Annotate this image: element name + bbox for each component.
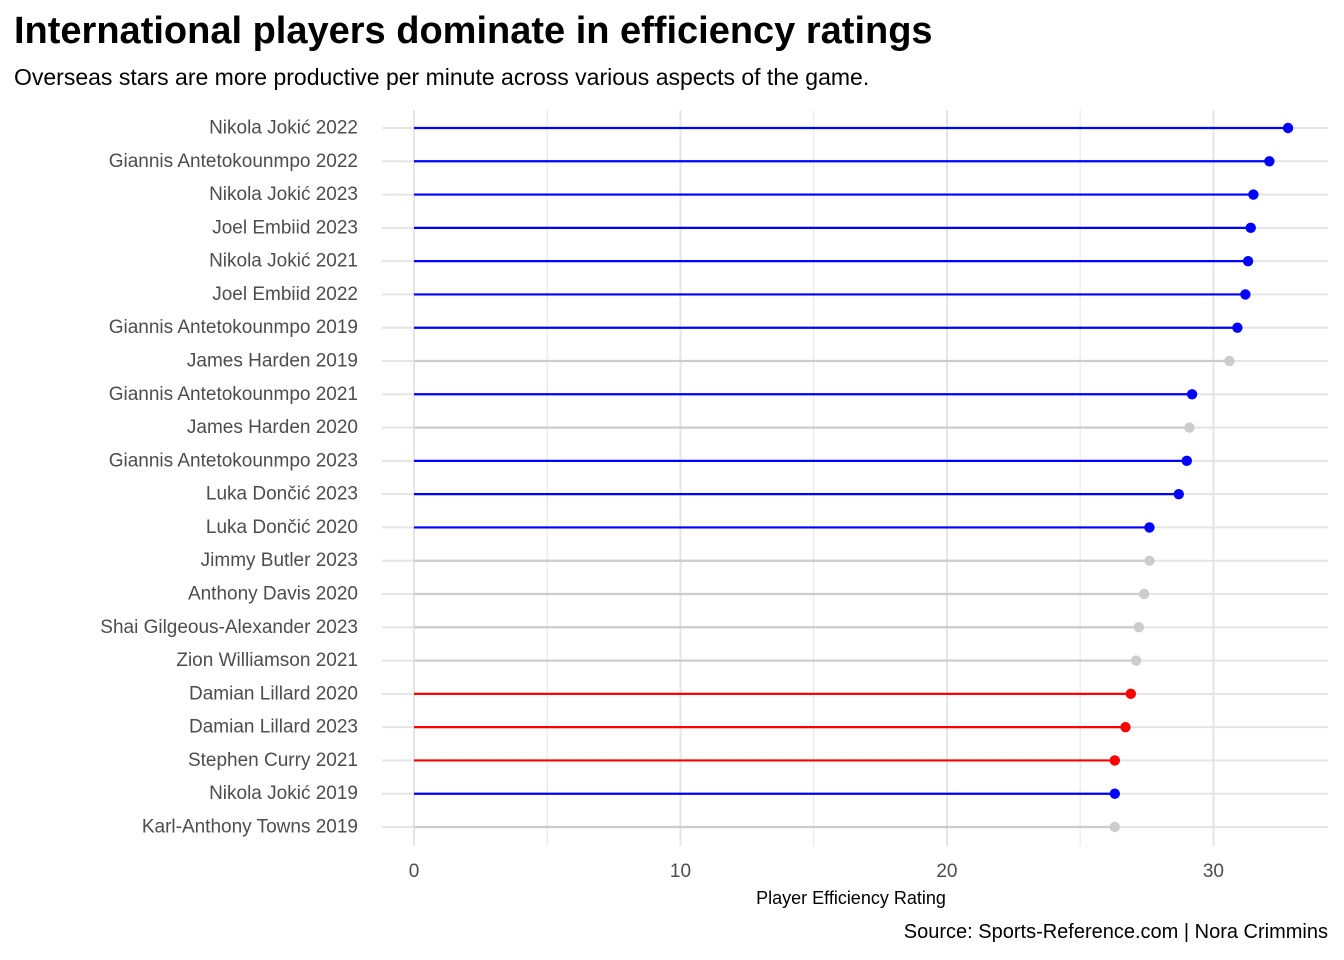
y-axis-label: Luka Dončić 2020 — [206, 517, 358, 538]
y-axis-labels: Nikola Jokić 2022 Giannis Antetokounmpo 2… — [100, 118, 358, 838]
lollipop-point — [1109, 821, 1121, 833]
y-axis-label: Anthony Davis 2020 — [188, 584, 358, 605]
y-axis-label: Giannis Antetokounmpo 2023 — [109, 450, 358, 471]
lollipop-point — [1138, 588, 1150, 600]
chart-subtitle: Overseas stars are more productive per m… — [14, 64, 870, 90]
y-axis-label: Shai Gilgeous-Alexander 2023 — [100, 617, 358, 638]
x-axis-tick-label: 10 — [670, 861, 691, 882]
y-axis-label: James Harden 2019 — [187, 351, 358, 372]
lollipop-point — [1242, 255, 1254, 267]
source-caption: Source: Sports-Reference.com | Nora Crim… — [903, 921, 1328, 943]
y-axis-label: Giannis Antetokounmpo 2022 — [109, 151, 358, 172]
y-axis-label: Jimmy Butler 2023 — [201, 550, 358, 571]
lollipop-point — [1144, 555, 1155, 566]
lollipop-point — [1248, 189, 1259, 200]
lollipop-point — [1130, 655, 1142, 666]
lollipop-point — [1173, 488, 1184, 500]
lollipop-point — [1282, 122, 1294, 134]
lollipop-point — [1224, 355, 1235, 367]
lollipop-point — [1240, 289, 1251, 300]
y-axis-label: Luka Dončić 2023 — [206, 484, 358, 505]
lollipop-point — [1245, 222, 1256, 234]
lollipop-stems — [413, 126, 1289, 829]
lollipop-point — [1109, 755, 1121, 766]
lollipop-point — [1144, 522, 1155, 533]
lollipop-point — [1125, 688, 1137, 700]
y-axis-label: James Harden 2020 — [187, 417, 358, 438]
y-axis-label: Stephen Curry 2021 — [188, 750, 358, 771]
lollipop-dots — [1109, 122, 1294, 833]
lollipop-point — [1186, 389, 1198, 400]
x-axis-tick-label: 30 — [1203, 861, 1224, 882]
y-axis-label: Zion Williamson 2021 — [176, 650, 358, 671]
y-axis-label: Joel Embiid 2023 — [212, 217, 358, 238]
lollipop-point — [1181, 455, 1192, 467]
y-axis-label: Nikola Jokić 2023 — [209, 184, 358, 205]
lollipop-point — [1232, 322, 1243, 333]
lollipop-point — [1133, 622, 1145, 633]
y-axis-label: Karl-Anthony Towns 2019 — [142, 817, 358, 838]
x-axis-tick-label: 0 — [409, 861, 420, 882]
x-axis-tick-labels: 0 10 20 30 — [409, 861, 1224, 882]
y-axis-label: Nikola Jokić 2019 — [209, 783, 358, 804]
y-axis-label: Giannis Antetokounmpo 2021 — [109, 384, 358, 405]
lollipop-point — [1120, 721, 1131, 733]
lollipop-point — [1264, 156, 1275, 167]
lollipop-point — [1109, 788, 1121, 799]
gridlines — [382, 110, 1328, 846]
y-axis-label: Nikola Jokić 2022 — [209, 118, 358, 139]
y-axis-label: Nikola Jokić 2021 — [209, 251, 358, 272]
y-axis-label: Giannis Antetokounmpo 2019 — [109, 317, 358, 338]
y-axis-label: Damian Lillard 2020 — [189, 683, 358, 704]
lollipop-point — [1184, 422, 1195, 433]
y-axis-label: Joel Embiid 2022 — [212, 284, 358, 305]
y-axis-label: Damian Lillard 2023 — [189, 717, 358, 738]
chart-title: International players dominate in effici… — [14, 10, 933, 52]
x-axis-title: Player Efficiency Rating — [756, 888, 946, 908]
x-axis-tick-label: 20 — [936, 861, 957, 882]
